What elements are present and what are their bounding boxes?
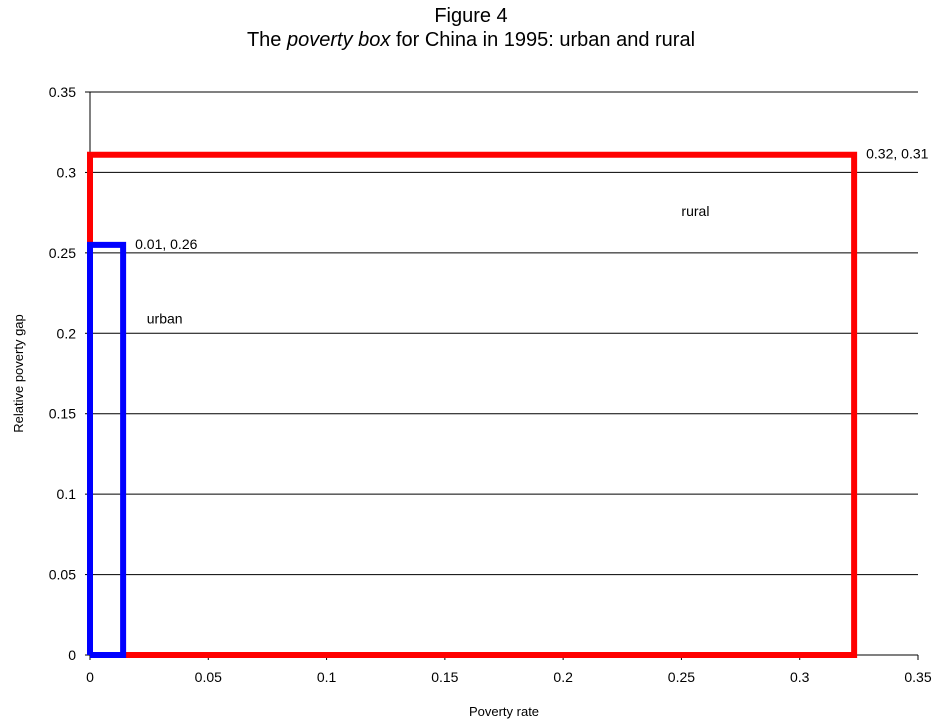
gridlines: [90, 91, 918, 576]
x-axis-title: Poverty rate: [469, 704, 539, 719]
chart-subtitle: The poverty box for China in 1995: urban…: [0, 28, 942, 52]
y-axis-title: Relative poverty gap: [11, 314, 26, 433]
y-tick-label: 0.05: [49, 567, 76, 583]
x-tick-label: 0.2: [553, 669, 573, 685]
series-urban-box: [87, 241, 127, 658]
series-boxes: [87, 151, 858, 658]
y-tick-label: 0.25: [49, 245, 76, 261]
y-tick-label: 0.15: [49, 406, 76, 422]
x-tick-label: 0.15: [431, 669, 458, 685]
chart-title: Figure 4: [434, 5, 508, 27]
series-rural-box: [87, 151, 858, 658]
x-tick-label: 0.05: [195, 669, 222, 685]
data-label-rural: 0.32, 0.31: [866, 146, 928, 162]
x-tick-label: 0: [86, 669, 94, 685]
data-label-urban: 0.01, 0.26: [135, 236, 197, 252]
x-tick-label: 0.25: [668, 669, 695, 685]
chart-labels: 0.32, 0.31 0.01, 0.26 rural urban: [135, 146, 928, 327]
annotation-urban: urban: [147, 311, 183, 327]
y-tick-label: 0.2: [57, 325, 77, 341]
y-tick-label: 0.1: [57, 486, 77, 502]
y-tick-label: 0: [68, 647, 76, 663]
chart-title-block: Figure 4 The poverty box for China in 19…: [0, 4, 942, 52]
x-tick-label: 0.1: [317, 669, 337, 685]
y-tick-label: 0.35: [49, 84, 76, 100]
y-tick-label: 0.3: [57, 164, 77, 180]
subtitle-suffix: for China in 1995: urban and rural: [390, 29, 696, 51]
annotation-rural: rural: [681, 203, 709, 219]
subtitle-prefix: The: [246, 29, 287, 51]
x-tick-label: 0.3: [790, 669, 810, 685]
axes: 0 0.05 0.1 0.15 0.2 0.25 0.3 0.35 0 0.05 0.1 0.15 0.…: [11, 84, 932, 719]
x-tick-label: 0.35: [904, 669, 931, 685]
subtitle-emphasis: poverty box: [287, 29, 391, 51]
